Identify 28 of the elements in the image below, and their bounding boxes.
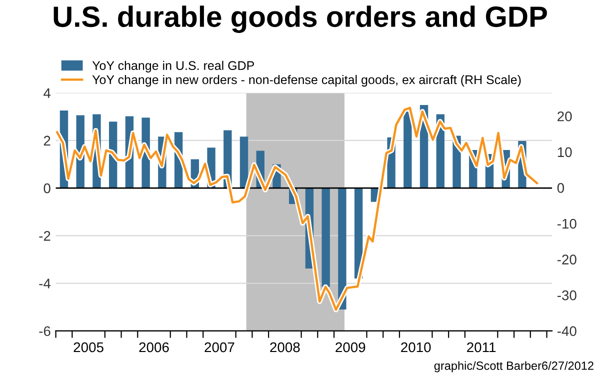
y2-tick-label: 20: [558, 111, 572, 122]
y-tick-label: 0: [44, 183, 50, 194]
bar: [404, 112, 412, 188]
legend-label: YoY change in U.S. real GDP: [92, 60, 254, 72]
legend-label: YoY change in new orders - non-defense capital goods, ex aircraft (RH Scale): [92, 74, 521, 87]
y2-tick-label: -30: [557, 290, 576, 300]
x-tick-label: 2005: [74, 342, 104, 352]
bar: [322, 188, 330, 287]
x-tick-label: 2008: [270, 342, 300, 352]
bar: [338, 188, 346, 310]
text: graphic/Scott Barber6/27/2012: [434, 361, 594, 372]
y-tick-label: -4: [39, 278, 51, 288]
chart-title: U.S. durable goods orders and GDP: [54, 6, 547, 33]
y-tick-label: -2: [39, 231, 50, 241]
x-tick-label: 2010: [401, 342, 431, 352]
y-tick-label: -6: [39, 326, 50, 336]
y2-tick-label: -20: [557, 254, 576, 264]
y-tick-label: 2: [44, 136, 50, 146]
y2-tick-label: 0: [557, 183, 564, 193]
y-tick-label: 4: [44, 88, 51, 98]
x-tick-label: 2007: [204, 342, 234, 352]
bar: [240, 136, 248, 188]
y2-tick-label: -10: [557, 218, 576, 229]
x-tick-label: 2006: [139, 342, 169, 352]
x-tick-label: 2009: [336, 342, 366, 352]
y2-tick-label: 10: [558, 147, 572, 158]
y2-tick-label: -40: [557, 326, 576, 336]
x-tick-label: 2011: [467, 342, 496, 352]
